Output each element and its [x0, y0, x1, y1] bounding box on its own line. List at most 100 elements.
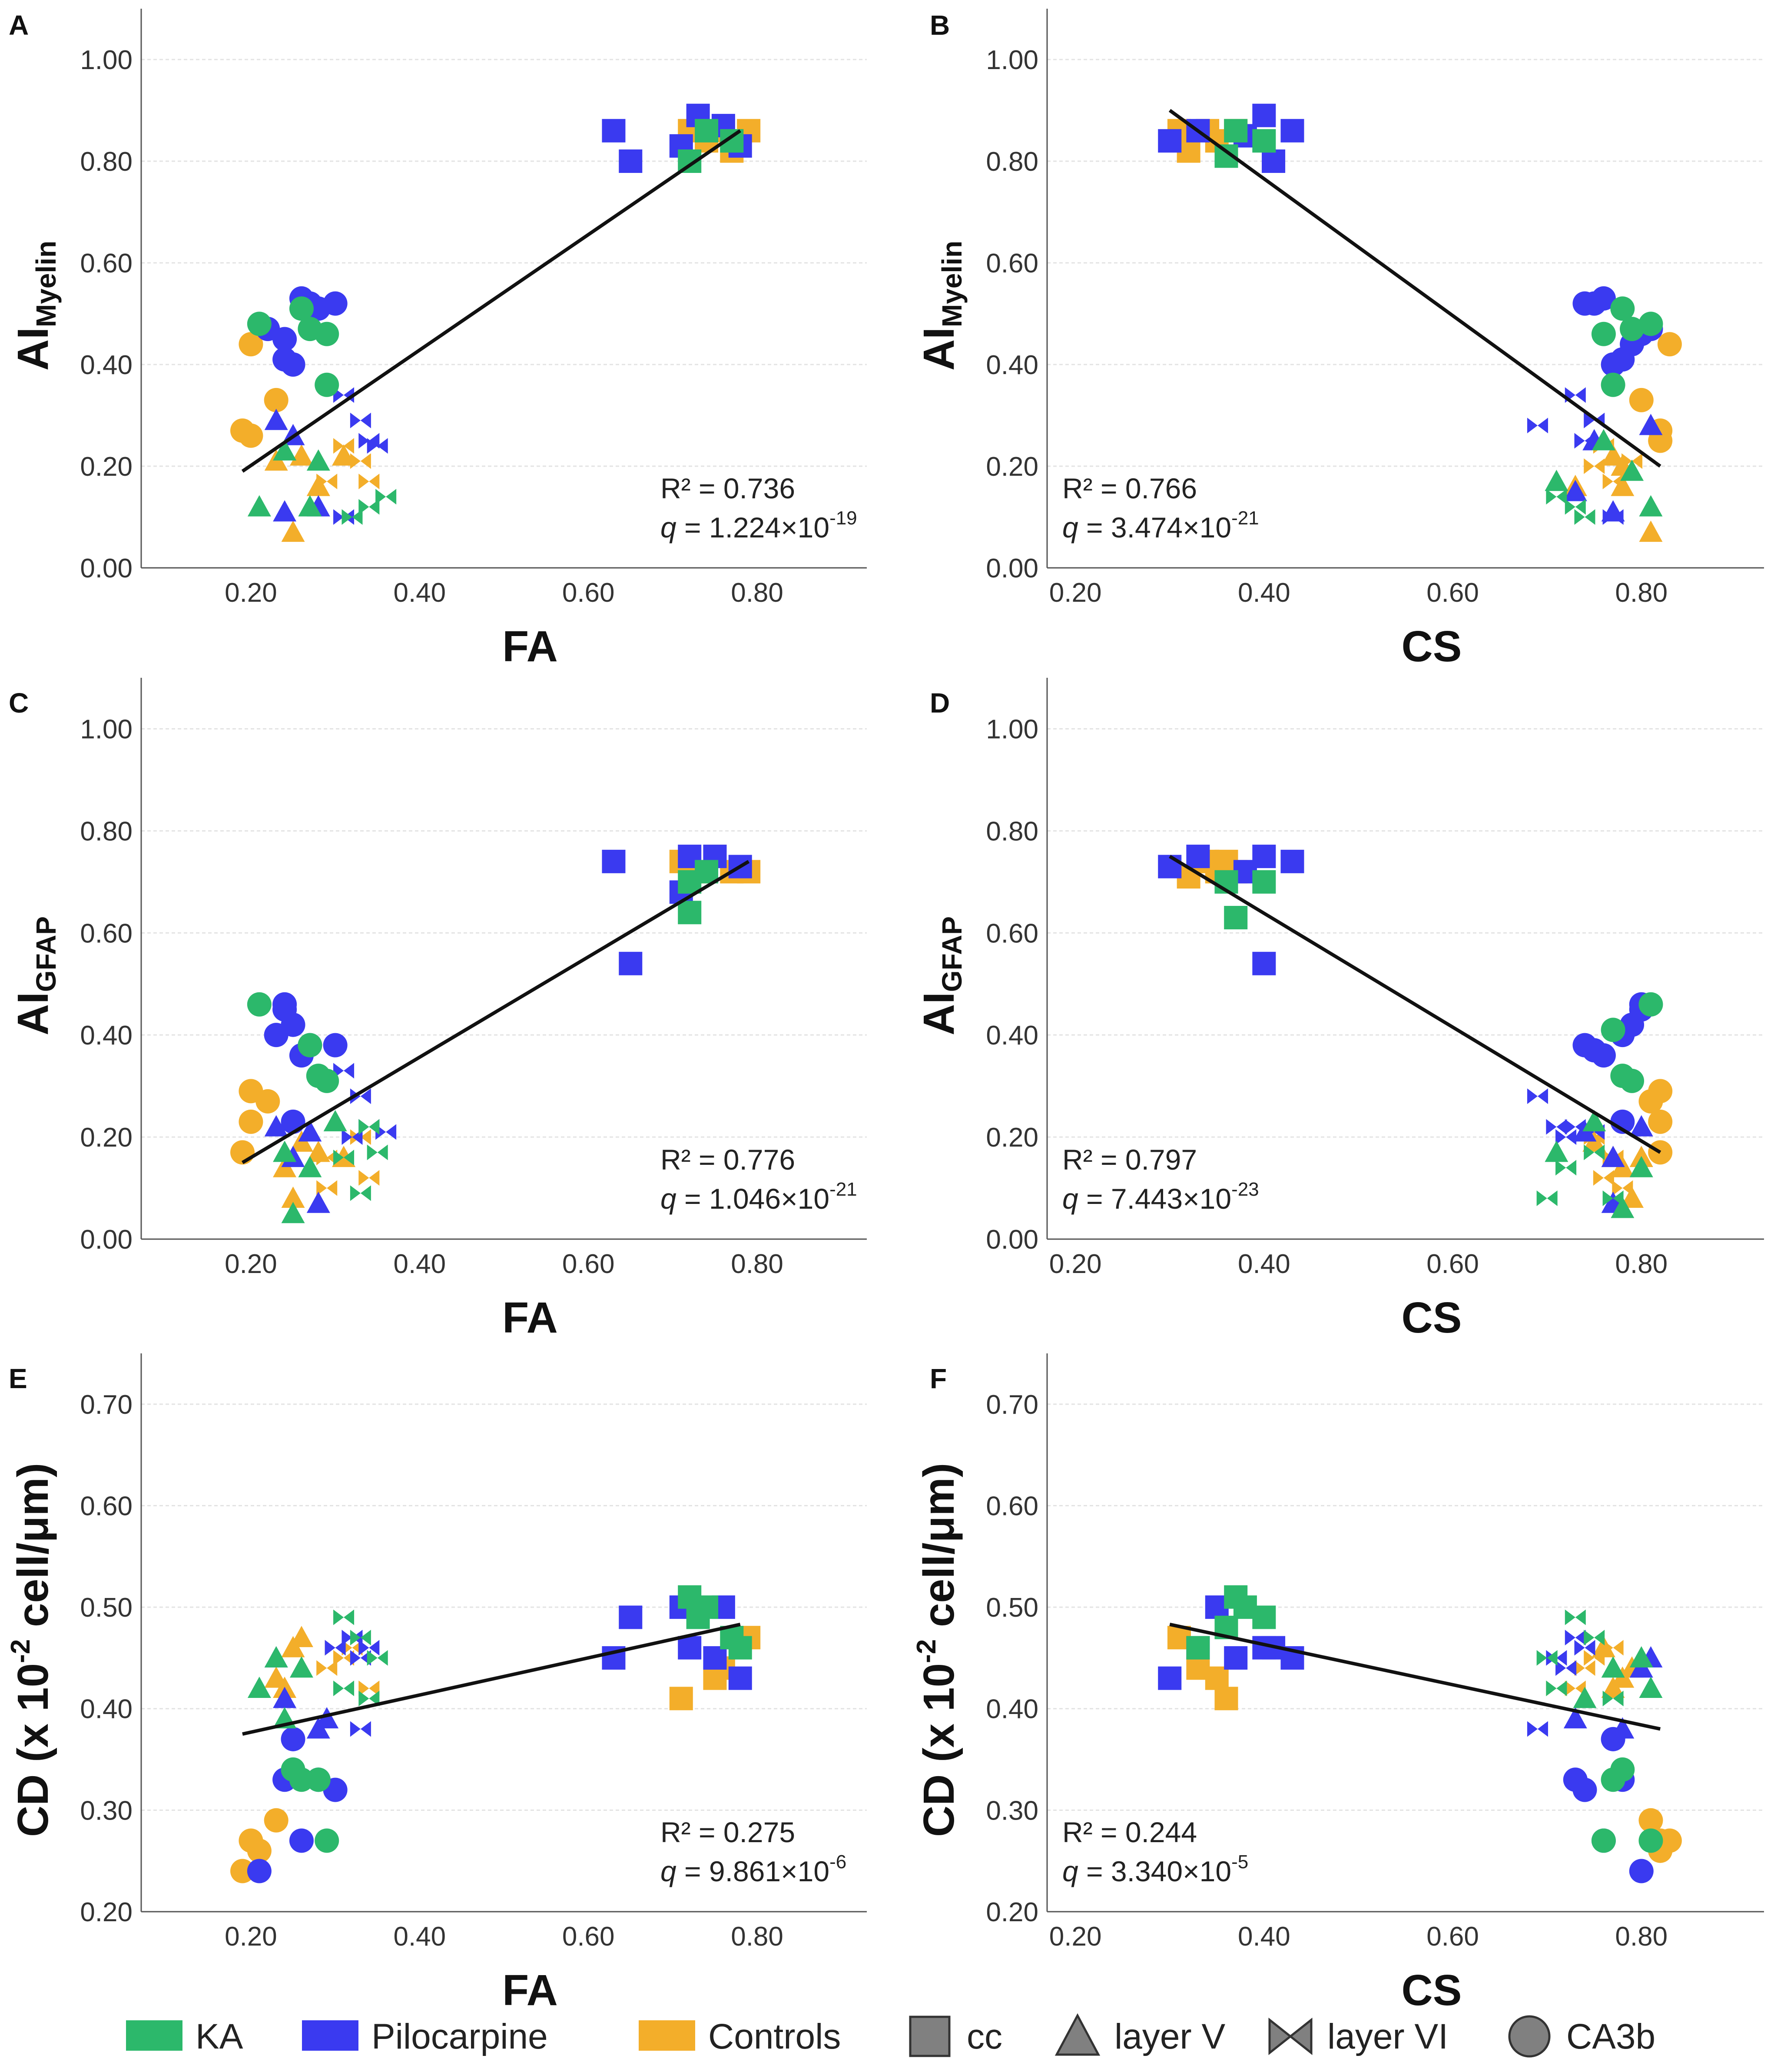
point-pilocarpine-circle: [281, 1012, 305, 1037]
panel-c: C 0.00 0.20 0.40 0.60 0.80 1.00 0.20 0.40 0.60 0.8…: [9, 678, 867, 1342]
point-controls-bowtie: [333, 438, 355, 454]
point-ka-circle: [315, 372, 339, 397]
point-ka-square: [1224, 119, 1248, 143]
x-tick-label: 0.20: [225, 578, 277, 608]
point-pilocarpine-bowtie: [350, 1721, 371, 1737]
point-ka-bowtie: [375, 489, 397, 505]
y-tick-label: 0.20: [80, 452, 133, 482]
x-axis-title: CS: [1402, 1293, 1462, 1342]
q-exponent: -21: [829, 1179, 857, 1200]
point-ka-triangle: [1629, 1156, 1653, 1177]
point-pilocarpine-bowtie: [350, 1088, 371, 1104]
point-pilocarpine-square: [1224, 1646, 1248, 1670]
fit-line: [1169, 1622, 1661, 1731]
point-controls-bowtie: [1574, 1660, 1595, 1676]
x-tick-label: 0.60: [562, 1922, 615, 1952]
point-pilocarpine-triangle: [1563, 1707, 1587, 1729]
y-tick-label: 1.00: [986, 45, 1038, 75]
point-ka-triangle: [289, 1656, 313, 1678]
point-pilocarpine-square: [703, 1646, 727, 1670]
y-axis-title-main: CD (x 10: [9, 1663, 57, 1837]
point-ka-bowtie: [333, 1681, 355, 1696]
r-squared-label: R² = 0.776: [660, 1144, 795, 1176]
point-pilocarpine-triangle: [1563, 480, 1587, 501]
panel-label: C: [9, 687, 29, 719]
point-ka-circle: [298, 1033, 322, 1058]
point-controls-bowtie: [316, 1150, 338, 1166]
point-pilocarpine-triangle: [298, 1120, 322, 1142]
y-tick-label: 0.80: [80, 816, 133, 846]
r-squared-label: R² = 0.797: [1062, 1144, 1197, 1176]
point-pilocarpine-triangle: [1611, 1717, 1635, 1739]
legend-shape-circle: [1508, 2015, 1551, 2058]
point-pilocarpine-triangle: [273, 500, 297, 522]
point-pilocarpine-triangle: [273, 1687, 297, 1708]
point-ka-square: [695, 1595, 719, 1619]
y-axis-title-subscript: Myelin: [936, 241, 968, 327]
x-tick-label: 0.60: [1426, 578, 1479, 608]
point-ka-square: [678, 901, 702, 925]
y-tick-label: 0.70: [986, 1390, 1038, 1420]
point-controls-triangle: [289, 1626, 313, 1648]
point-controls-circle: [1648, 1109, 1673, 1134]
y-axis-title-superscript: -2: [6, 1639, 36, 1663]
panel-b: B 0.00 0.20 0.40 0.60 0.80 1.00 0.20 0.40 0.60 0.8…: [915, 9, 1764, 671]
x-tick-label: 0.60: [562, 1249, 615, 1279]
point-ka-bowtie: [358, 1119, 380, 1135]
point-pilocarpine-square: [1252, 845, 1276, 869]
point-ka-bowtie: [350, 1630, 371, 1646]
y-tick-label: 0.20: [80, 1897, 133, 1927]
point-controls-bowtie: [316, 474, 338, 490]
legend-swatch-controls: [639, 2020, 695, 2051]
point-controls-square: [1214, 1687, 1238, 1711]
point-controls-triangle: [264, 1666, 288, 1688]
q-value: = 9.861×10: [676, 1855, 829, 1887]
point-ka-bowtie: [358, 499, 380, 515]
y-tick-label: 0.80: [986, 816, 1038, 846]
x-tick-label: 0.80: [1615, 1922, 1668, 1952]
y-tick-label: 1.00: [80, 714, 133, 744]
point-pilocarpine-square: [1186, 845, 1210, 869]
y-tick-label: 0.40: [80, 350, 133, 380]
point-controls-bowtie: [1602, 1640, 1624, 1656]
fit-line: [241, 860, 750, 1164]
point-controls-circle: [255, 1089, 280, 1114]
y-axis-title-main: AI: [915, 992, 963, 1035]
point-ka-triangle: [306, 449, 330, 471]
point-ka-triangle: [1582, 1110, 1606, 1131]
point-controls-bowtie: [1565, 1681, 1586, 1696]
point-pilocarpine-circle: [1629, 1859, 1654, 1883]
point-ka-triangle: [1592, 429, 1615, 451]
y-tick-label: 0.50: [80, 1593, 133, 1623]
y-tick-label: 0.40: [986, 1021, 1038, 1051]
point-pilocarpine-bowtie: [350, 412, 371, 428]
point-pilocarpine-circle: [281, 1109, 305, 1134]
point-ka-triangle: [1639, 1677, 1663, 1698]
point-ka-bowtie: [358, 1691, 380, 1707]
y-tick-label: 0.40: [986, 1694, 1038, 1724]
x-axis-title: FA: [502, 622, 558, 671]
point-ka-circle: [1620, 1068, 1645, 1093]
point-ka-circle: [315, 1068, 339, 1093]
x-tick-label: 0.20: [225, 1922, 277, 1952]
point-ka-triangle: [1545, 1140, 1568, 1162]
x-tick-label: 0.40: [393, 1249, 446, 1279]
point-ka-circle: [289, 1767, 314, 1792]
point-controls-circle: [247, 1838, 272, 1863]
point-ka-triangle: [1620, 459, 1644, 481]
q-value-label: q = 3.474×10-21: [1062, 507, 1259, 544]
point-controls-triangle: [332, 444, 356, 466]
y-tick-label: 0.40: [986, 350, 1038, 380]
point-ka-square: [1252, 129, 1276, 153]
y-axis-title: AIGFAP: [9, 916, 62, 1035]
fit-line: [1168, 109, 1661, 468]
point-pilocarpine-bowtie: [333, 1063, 355, 1079]
point-pilocarpine-triangle: [1601, 1146, 1625, 1167]
point-ka-square: [695, 119, 719, 143]
r-squared-label: R² = 0.736: [660, 472, 795, 504]
point-pilocarpine-square: [602, 119, 626, 143]
panel-d: D 0.00 0.20 0.40 0.60 0.80 1.00 0.20 0.40 0.60 0.8…: [915, 678, 1764, 1342]
point-pilocarpine-triangle: [306, 1191, 330, 1213]
q-value: = 3.340×10: [1078, 1855, 1231, 1887]
point-ka-bowtie: [1546, 489, 1567, 505]
